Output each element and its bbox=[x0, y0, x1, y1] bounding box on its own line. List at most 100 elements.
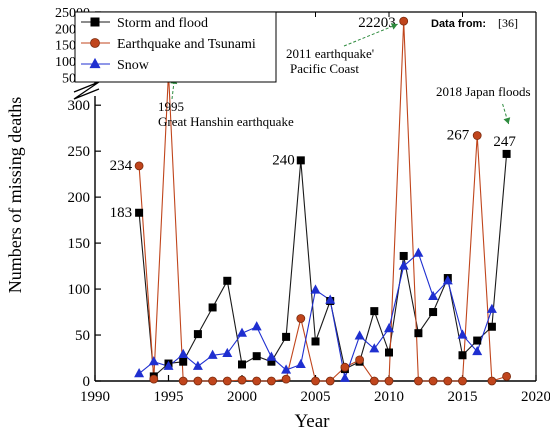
x-tick-label: 2005 bbox=[301, 389, 331, 405]
data-value-label: 183 bbox=[110, 205, 133, 221]
x-tick-label: 2020 bbox=[521, 389, 550, 405]
triangle-marker bbox=[354, 330, 365, 340]
triangle-marker bbox=[295, 358, 306, 369]
y-axis-label: Numbers of missing deaths bbox=[5, 97, 25, 293]
circle-marker bbox=[208, 376, 218, 386]
circle-marker bbox=[355, 355, 365, 365]
source-label: Data from: bbox=[431, 18, 486, 30]
square-marker bbox=[385, 348, 393, 357]
circle-marker bbox=[237, 375, 247, 385]
square-marker bbox=[90, 17, 100, 27]
triangle-marker bbox=[457, 329, 468, 339]
circle-marker bbox=[399, 16, 409, 26]
source-ref: [36] bbox=[498, 16, 518, 30]
annotation-text: 2018 Japan floods bbox=[436, 84, 531, 99]
triangle-marker bbox=[281, 364, 292, 374]
square-marker bbox=[238, 360, 246, 369]
triangle-marker bbox=[178, 348, 189, 358]
square-marker bbox=[193, 330, 202, 339]
square-marker bbox=[487, 322, 496, 331]
triangle-marker bbox=[148, 356, 159, 366]
circle-marker bbox=[178, 376, 188, 386]
circle-marker bbox=[311, 376, 320, 386]
data-value-label: 240 bbox=[272, 152, 295, 168]
circle-marker bbox=[296, 314, 306, 323]
square-marker bbox=[399, 251, 408, 260]
triangle-marker bbox=[428, 290, 439, 301]
circle-marker bbox=[134, 161, 144, 171]
arrow-head bbox=[503, 117, 511, 124]
data-value-label: 247 bbox=[493, 134, 516, 150]
square-marker bbox=[502, 149, 511, 158]
square-marker bbox=[429, 308, 438, 317]
x-tick-label: 2000 bbox=[227, 389, 257, 405]
circle-marker bbox=[340, 362, 350, 372]
circle-marker bbox=[502, 372, 512, 381]
legend: Storm and flood Earthquake and Tsunami Sno… bbox=[74, 11, 277, 83]
triangle-marker bbox=[222, 347, 233, 358]
triangle-marker bbox=[251, 321, 262, 331]
triangle-marker bbox=[266, 351, 277, 361]
circle-marker bbox=[369, 376, 379, 386]
circle-marker bbox=[384, 376, 394, 386]
series-line bbox=[138, 252, 493, 381]
circle-marker bbox=[487, 376, 497, 386]
annotation-text: Great Hanshin earthquake bbox=[158, 114, 294, 129]
series-line bbox=[138, 153, 508, 378]
square-marker bbox=[267, 357, 276, 366]
square-marker bbox=[135, 208, 144, 217]
y-tick-label: 0 bbox=[83, 374, 91, 390]
triangle-marker bbox=[237, 327, 247, 337]
axis-break-mark bbox=[73, 81, 100, 100]
square-marker bbox=[252, 352, 261, 361]
data-value-label: 22203 bbox=[358, 15, 396, 31]
square-marker bbox=[179, 357, 188, 366]
x-tick-label: 2015 bbox=[448, 389, 478, 405]
triangle-marker bbox=[134, 368, 145, 378]
circle-marker bbox=[266, 376, 276, 386]
circle-marker bbox=[193, 376, 203, 386]
annotation-text: Pacific Coast bbox=[290, 61, 359, 76]
triangle-marker bbox=[413, 247, 424, 257]
square-marker bbox=[473, 336, 482, 345]
circle-marker bbox=[443, 376, 453, 386]
circle-marker bbox=[472, 131, 482, 140]
legend-label: Snow bbox=[117, 58, 150, 73]
circle-marker bbox=[281, 374, 291, 384]
square-marker bbox=[223, 276, 232, 285]
y-tick-label: 100 bbox=[68, 282, 91, 298]
triangle-marker bbox=[472, 345, 483, 356]
triangle-marker bbox=[442, 275, 453, 285]
y-tick-label: 200 bbox=[68, 190, 91, 206]
circle-marker bbox=[458, 376, 467, 386]
triangle-marker bbox=[89, 57, 101, 69]
annotation-text: 2011 earthquake' bbox=[286, 46, 374, 61]
square-marker bbox=[414, 329, 423, 338]
y-tick-label: 150 bbox=[68, 236, 91, 252]
series-markers bbox=[134, 16, 512, 386]
circle-marker bbox=[325, 376, 335, 386]
x-tick-label: 1990 bbox=[80, 389, 110, 405]
circle-marker bbox=[252, 376, 262, 386]
data-value-label: 234 bbox=[110, 158, 133, 174]
legend-label: Earthquake and Tsunami bbox=[117, 37, 256, 52]
circle-marker bbox=[413, 376, 423, 386]
triangle-marker bbox=[369, 343, 380, 353]
triangle-marker bbox=[310, 284, 321, 294]
circle-marker bbox=[222, 376, 232, 386]
triangle-marker bbox=[486, 303, 497, 313]
square-marker bbox=[311, 337, 320, 346]
circle-marker bbox=[90, 38, 100, 48]
x-tick-label: 2010 bbox=[374, 389, 404, 405]
triangle-marker bbox=[325, 294, 336, 304]
square-marker bbox=[208, 303, 217, 312]
square-marker bbox=[282, 332, 291, 341]
triangle-marker bbox=[339, 372, 350, 382]
square-marker bbox=[370, 307, 379, 316]
triangle-marker bbox=[163, 360, 174, 370]
y-tick-label: 300 bbox=[68, 98, 91, 114]
circle-marker bbox=[149, 374, 159, 384]
triangle-marker bbox=[398, 260, 409, 270]
